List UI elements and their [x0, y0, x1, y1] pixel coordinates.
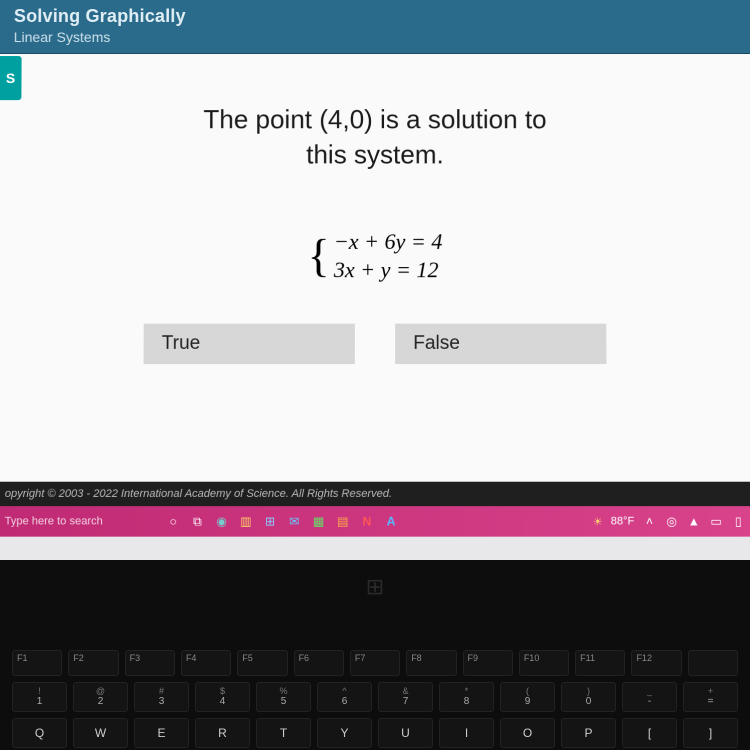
- fn-key: F11: [575, 650, 625, 676]
- photo-frame: ⎯ ⋯ Solving Graphically Linear Systems S…: [0, 0, 750, 750]
- letter-key: T: [256, 718, 311, 748]
- num-key: &7: [378, 682, 433, 712]
- screen-area: ⎯ ⋯ Solving Graphically Linear Systems S…: [0, 0, 750, 565]
- fn-key: F9: [463, 650, 513, 676]
- cortana-icon[interactable]: ○: [166, 514, 180, 528]
- fn-key: F12: [631, 650, 681, 676]
- letter-key: E: [134, 718, 189, 748]
- fn-key: F5: [237, 650, 287, 676]
- taskview-icon[interactable]: ⧉: [190, 514, 204, 528]
- num-key: #3: [134, 682, 189, 712]
- letter-key: [: [622, 718, 677, 748]
- function-key-row: F1F2 F3F4F5 F6F7F8 F9F10F11F12: [12, 650, 738, 676]
- letter-key: Y: [317, 718, 372, 748]
- app-icon[interactable]: ▦: [311, 514, 325, 528]
- letter-key: Q: [12, 718, 67, 748]
- true-button[interactable]: True: [144, 324, 355, 364]
- letter-key: W: [73, 718, 128, 748]
- num-key: %5: [256, 682, 311, 712]
- fn-key: F3: [125, 650, 175, 676]
- fn-key: F1: [12, 650, 62, 676]
- fn-key: F10: [519, 650, 569, 676]
- equations: −x + 6y = 4 3x + y = 12: [334, 229, 443, 283]
- explorer-icon[interactable]: ▥: [239, 514, 253, 528]
- letter-key: P: [561, 718, 616, 748]
- fn-key: F8: [406, 650, 456, 676]
- false-button[interactable]: False: [395, 324, 606, 364]
- wifi-icon[interactable]: ▲: [687, 514, 701, 528]
- lesson-title: Solving Graphically: [14, 6, 736, 27]
- question-panel: The point (4,0) is a solution to this sy…: [0, 54, 750, 482]
- app2-icon[interactable]: ▤: [336, 514, 350, 528]
- brace-icon: {: [308, 235, 330, 277]
- lesson-header: Solving Graphically Linear Systems: [0, 0, 750, 54]
- mail-icon[interactable]: ✉: [287, 514, 301, 528]
- fn-key: [688, 650, 738, 676]
- question-text: The point (4,0) is a solution to this sy…: [203, 102, 547, 172]
- a-icon[interactable]: A: [384, 514, 398, 528]
- question-line-2: this system.: [203, 137, 547, 172]
- answer-row: True False: [144, 324, 607, 364]
- laptop-keyboard-area: ⊞ F1F2 F3F4F5 F6F7F8 F9F10F11F12 !1@2#3$4%5…: [0, 560, 750, 750]
- lesson-subtitle: Linear Systems: [14, 29, 737, 45]
- num-key: (9: [500, 682, 555, 712]
- notif-icon[interactable]: ▯: [731, 514, 745, 528]
- equation-1: −x + 6y = 4: [334, 229, 443, 255]
- letter-key: U: [378, 718, 433, 748]
- num-key: +=: [683, 682, 738, 712]
- store-icon[interactable]: ⊞: [263, 514, 277, 528]
- question-line-1: The point (4,0) is a solution to: [203, 102, 546, 137]
- num-key: @2: [73, 682, 128, 712]
- taskbar-search[interactable]: Type here to search: [5, 515, 156, 527]
- num-key: _-: [622, 682, 677, 712]
- weather-icon[interactable]: ☀: [593, 515, 603, 528]
- edge-icon[interactable]: ◉: [215, 514, 229, 528]
- equation-2: 3x + y = 12: [334, 257, 443, 283]
- number-key-row: !1@2#3$4%5^6&7*8(9)0_-+=: [12, 682, 738, 712]
- copyright-bar: opyright © 2003 - 2022 International Aca…: [0, 482, 750, 506]
- fn-key: F4: [181, 650, 231, 676]
- letter-key: R: [195, 718, 250, 748]
- equation-system: { −x + 6y = 4 3x + y = 12: [308, 229, 443, 283]
- num-key: $4: [195, 682, 250, 712]
- location-icon[interactable]: ◎: [665, 514, 679, 528]
- battery-icon[interactable]: ▭: [709, 514, 723, 528]
- windows-taskbar[interactable]: Type here to search ○ ⧉ ◉ ▥ ⊞ ✉ ▦ ▤ N A …: [0, 506, 750, 537]
- letter-key: ]: [683, 718, 738, 748]
- fn-key: F2: [68, 650, 118, 676]
- num-key: !1: [12, 682, 67, 712]
- weather-temp[interactable]: 88°F: [611, 515, 635, 527]
- system-tray: ☀ 88°F ˄ ◎ ▲ ▭ ▯: [593, 514, 746, 528]
- fn-key: F6: [294, 650, 344, 676]
- taskbar-app-icons: ○ ⧉ ◉ ▥ ⊞ ✉ ▦ ▤ N A: [166, 514, 398, 528]
- num-key: *8: [439, 682, 494, 712]
- windows-logo-icon: ⊞: [366, 574, 384, 600]
- n-icon[interactable]: N: [360, 514, 374, 528]
- letter-key: O: [500, 718, 555, 748]
- chevron-up-icon[interactable]: ˄: [642, 514, 656, 528]
- letter-key: I: [439, 718, 494, 748]
- letter-key-row: QWERTYUIOP[]: [12, 718, 738, 748]
- side-tab[interactable]: S: [0, 56, 22, 100]
- num-key: )0: [561, 682, 616, 712]
- fn-key: F7: [350, 650, 400, 676]
- num-key: ^6: [317, 682, 372, 712]
